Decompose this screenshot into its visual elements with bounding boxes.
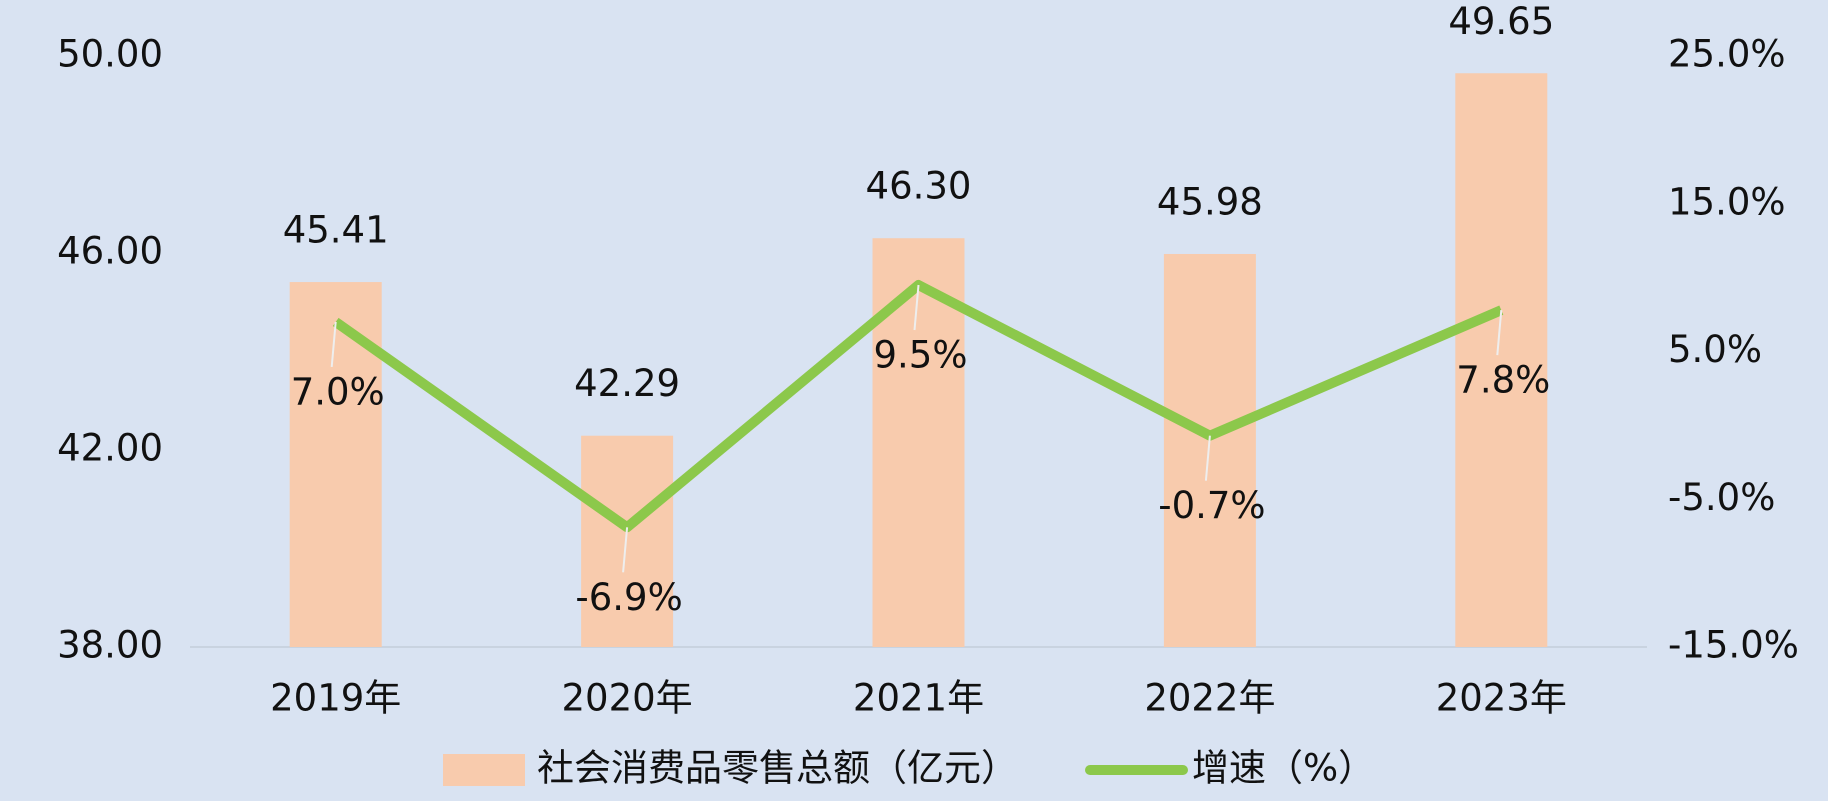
bar — [289, 282, 382, 647]
x-tick-label: 2022年 — [1144, 677, 1275, 720]
y2-tick-label: -5.0% — [1668, 476, 1775, 519]
line-value-label: -0.7% — [1158, 484, 1265, 527]
leader-line — [1204, 435, 1211, 481]
bar — [1163, 253, 1256, 648]
x-tick-label: 2020年 — [562, 677, 693, 720]
legend-label: 增速（%） — [1192, 747, 1375, 790]
y2-tick-label: 5.0% — [1668, 328, 1762, 371]
bar-value-label: 45.41 — [283, 209, 389, 252]
line-value-label: -6.9% — [575, 576, 682, 619]
line-value-label: 7.8% — [1456, 359, 1550, 402]
x-tick-label: 2019年 — [270, 677, 401, 720]
leader-line — [913, 284, 920, 331]
leader-line — [622, 527, 629, 573]
y2-tick-label: -15.0% — [1668, 624, 1799, 667]
bar — [581, 435, 674, 647]
leader-line — [330, 321, 337, 368]
bar-value-label: 46.30 — [866, 165, 972, 208]
y-tick-label: 50.00 — [57, 33, 163, 76]
x-tick-label: 2021年 — [853, 677, 984, 720]
y-tick-label: 38.00 — [57, 624, 163, 667]
y2-tick-label: 15.0% — [1668, 180, 1786, 223]
bar-value-label: 42.29 — [574, 362, 680, 405]
legend-label: 社会消费品零售总额（亿元） — [537, 747, 1018, 790]
x-tick-label: 2023年 — [1436, 677, 1567, 720]
legend-swatch — [443, 754, 525, 786]
y2-tick-label: 25.0% — [1668, 33, 1786, 76]
y-tick-label: 42.00 — [57, 427, 163, 470]
bar — [1455, 73, 1548, 648]
line-value-label: 7.0% — [291, 370, 385, 413]
y-tick-label: 46.00 — [57, 230, 163, 273]
bar-value-label: 49.65 — [1448, 0, 1554, 43]
bar-value-label: 45.98 — [1157, 180, 1263, 223]
line-value-label: 9.5% — [874, 334, 968, 377]
leader-line — [1496, 310, 1503, 356]
